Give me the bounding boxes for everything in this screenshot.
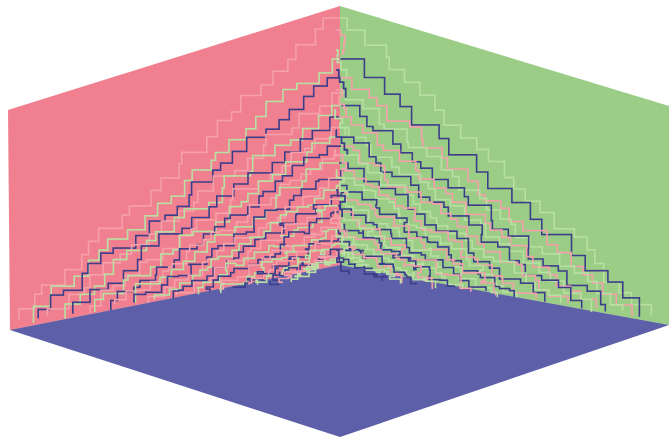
tiling-boundary-line xyxy=(343,223,456,287)
tiling-boundary-line xyxy=(205,211,339,292)
tiling-boundary-line xyxy=(340,136,583,309)
tiling-boundary-line xyxy=(196,205,338,295)
tiling-boundary-line xyxy=(220,223,344,294)
tiling-boundary-line xyxy=(255,241,341,285)
spine-boundary-line xyxy=(336,249,350,275)
spine-boundary-line xyxy=(335,129,349,155)
tiling-boundary-line xyxy=(37,77,341,319)
tiling-boundary-line xyxy=(89,126,341,314)
tiling-boundary-line xyxy=(18,17,340,320)
tiling-boundary-line xyxy=(114,154,343,305)
spine-boundary-line xyxy=(336,189,346,218)
tiling-boundary-line xyxy=(32,58,341,324)
tiling-boundary-line xyxy=(340,17,653,316)
tiling-boundary-line xyxy=(336,235,437,289)
stepped-surface xyxy=(18,17,653,324)
tiling-boundary-line xyxy=(153,184,340,300)
tiling-boundary-line xyxy=(219,217,343,291)
tiling-boundary-line xyxy=(338,211,472,292)
spine-boundary-line xyxy=(336,29,346,55)
tiling-boundary-line xyxy=(341,104,607,312)
tiling-boundary-line xyxy=(248,235,337,285)
tiling-boundary-line xyxy=(344,191,497,296)
spine-boundary-line xyxy=(336,69,347,98)
tiling-boundary-line xyxy=(340,77,633,316)
spine-boundary-line xyxy=(334,109,347,135)
tiling-boundary-line xyxy=(343,170,537,300)
tiling-boundary-line xyxy=(340,126,593,312)
tiling-boundary-line xyxy=(343,154,562,303)
tiling-boundary-line xyxy=(290,257,343,283)
tiling-boundary-line xyxy=(232,229,348,288)
tiling-boundary-line xyxy=(340,92,624,311)
tiling-boundary-line xyxy=(110,145,341,311)
tiling-boundary-line xyxy=(347,245,403,283)
spine-boundary-line xyxy=(335,169,349,196)
tiling-boundary-line xyxy=(94,136,341,312)
spine-boundary-line xyxy=(336,49,348,77)
spine-boundary-line xyxy=(335,229,348,257)
tiling-boundary-line xyxy=(46,92,341,316)
tiling-boundary-line xyxy=(336,257,388,281)
tiling-boundary-line xyxy=(172,191,345,299)
tiling-boundary-line xyxy=(339,240,418,285)
spine-boundary-line xyxy=(334,149,348,177)
spine-boundary-line xyxy=(336,89,348,117)
spine-boundary-line xyxy=(334,209,346,238)
tiling-boundary-line xyxy=(341,145,569,304)
tiling-boundary-line xyxy=(147,177,344,303)
tiling-boundary-line xyxy=(340,58,641,317)
tiling-boundary-line xyxy=(343,177,518,298)
floor-face xyxy=(10,265,669,437)
tiling-boundary-line xyxy=(340,251,402,284)
tiling-boundary-line xyxy=(339,198,499,298)
tiling-boundary-line xyxy=(133,170,344,303)
tiling-boundary-line xyxy=(346,229,434,289)
tiling-boundary-line xyxy=(339,116,598,309)
